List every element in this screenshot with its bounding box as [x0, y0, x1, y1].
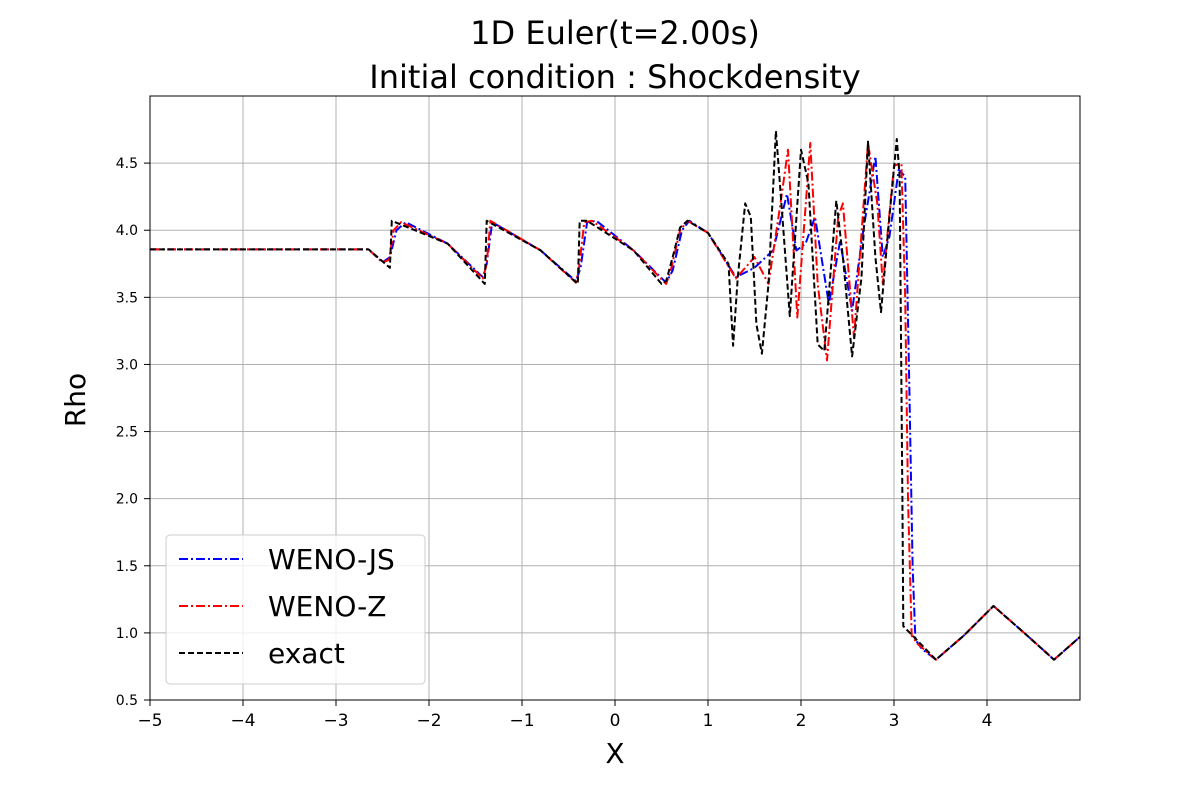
- y-tick-label: 0.5: [116, 693, 138, 709]
- x-tick-label: −1: [509, 711, 534, 731]
- y-tick-label: 1.5: [116, 559, 138, 575]
- x-tick-label: 3: [889, 711, 900, 731]
- y-tick-label: 2.5: [116, 425, 138, 441]
- x-axis-label: X: [605, 737, 624, 770]
- series-line-exact: [150, 129, 1081, 661]
- y-tick-label: 4.5: [116, 156, 138, 172]
- x-tick-label: −4: [230, 711, 255, 731]
- legend-label-weno-z: WENO-Z: [268, 590, 386, 623]
- chart-title-line-2: Initial condition : Shockdensity: [369, 58, 860, 96]
- x-tick-label: 4: [982, 711, 993, 731]
- x-tick-label: −5: [137, 711, 162, 731]
- x-tick-label: 1: [703, 711, 714, 731]
- y-tick-label: 3.5: [116, 290, 138, 306]
- y-axis-ticks: 0.5 1.0 1.5 2.0 2.5 3.0 3.5 4.0 4.5: [116, 156, 150, 709]
- y-tick-label: 3.0: [116, 357, 138, 373]
- plot-series: [150, 129, 1081, 661]
- chart-title-line-1: 1D Euler(t=2.00s): [470, 14, 760, 52]
- legend-label-weno-js: WENO-JS: [268, 543, 395, 576]
- x-tick-label: −2: [416, 711, 441, 731]
- y-tick-label: 1.0: [116, 626, 138, 642]
- x-axis-ticks: −5 −4 −3 −2 −1 0 1 2 3 4: [137, 700, 992, 731]
- legend-box: [165, 534, 426, 685]
- y-axis-label: Rho: [59, 373, 92, 427]
- x-tick-label: −3: [323, 711, 348, 731]
- legend-label-exact: exact: [268, 637, 345, 670]
- x-tick-label: 0: [610, 711, 621, 731]
- legend: WENO-JS WENO-Z exact: [165, 534, 426, 685]
- y-tick-label: 2.0: [116, 492, 138, 508]
- y-tick-label: 4.0: [116, 223, 138, 239]
- x-tick-label: 2: [796, 711, 807, 731]
